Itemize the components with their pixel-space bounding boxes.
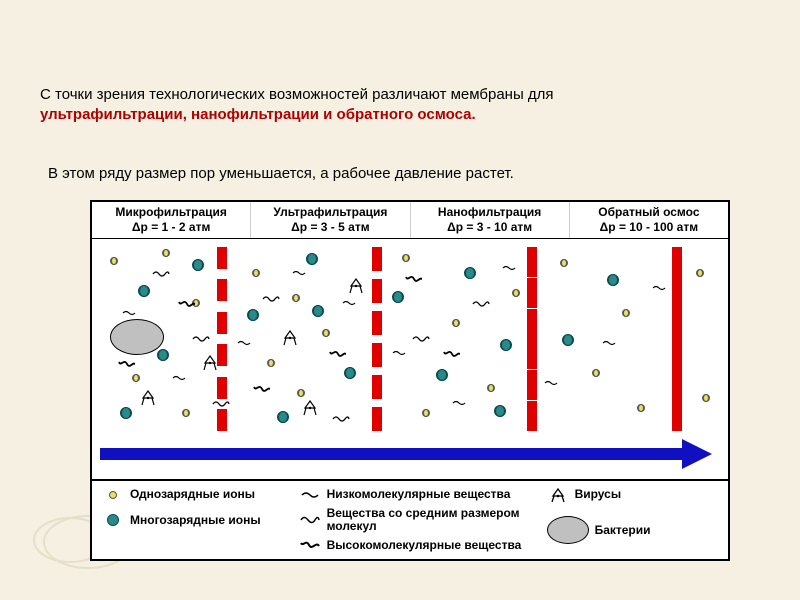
med-particle	[152, 269, 170, 279]
low-particle	[122, 309, 136, 317]
mono-particle	[622, 309, 630, 317]
bacteria-particle	[110, 319, 164, 355]
intro-line3: В этом ряду размер пор уменьшается, а ра…	[48, 165, 760, 182]
mono-particle	[452, 319, 460, 327]
flow-arrow	[100, 445, 712, 463]
mono-particle	[487, 384, 495, 392]
multi-particle	[312, 305, 324, 317]
mono-particle	[512, 289, 520, 297]
membrane-diagram: МикрофильтрацияΔp = 1 - 2 атмУльтрафильт…	[90, 200, 730, 561]
intro-line2: ультрафильтрации, нанофильтрации и обрат…	[40, 106, 476, 123]
med-particle	[192, 334, 210, 344]
low-particle	[544, 379, 558, 387]
mono-particle	[422, 409, 430, 417]
multi-particle	[277, 411, 289, 423]
multi-particle	[344, 367, 356, 379]
multi-particle	[607, 274, 619, 286]
low-particle	[502, 264, 516, 272]
multi-particle	[192, 259, 204, 271]
multi-particle	[157, 349, 169, 361]
med-particle	[412, 334, 430, 344]
legend-virus: Вирусы	[547, 487, 718, 503]
high-particle	[252, 384, 270, 394]
mono-particle	[132, 374, 140, 382]
high-particle	[117, 359, 135, 369]
multi-particle	[392, 291, 404, 303]
multi-particle	[436, 369, 448, 381]
legend-low: Низкомолекулярные вещества	[299, 487, 539, 503]
legend-high: Высокомолекулярные вещества	[299, 537, 539, 553]
med-particle	[472, 299, 490, 309]
intro-text: С точки зрения технологических возможнос…	[40, 85, 760, 126]
virus-particle	[282, 329, 298, 347]
mono-particle	[182, 409, 190, 417]
legend-bact: Бактерии	[547, 516, 718, 544]
particle-stage	[92, 239, 728, 439]
multi-particle	[562, 334, 574, 346]
med-particle	[332, 414, 350, 424]
intro-line1: С точки зрения технологических возможнос…	[40, 86, 554, 103]
mono-particle	[696, 269, 704, 277]
virus-particle	[202, 354, 218, 372]
high-particle	[177, 299, 195, 309]
multi-particle	[464, 267, 476, 279]
filter-header: УльтрафильтрацияΔp = 3 - 5 атм	[251, 202, 410, 238]
filter-header: Обратный осмосΔp = 10 - 100 атм	[570, 202, 728, 238]
mono-particle	[322, 329, 330, 337]
low-particle	[172, 374, 186, 382]
multi-particle	[138, 285, 150, 297]
mono-particle	[252, 269, 260, 277]
virus-particle	[302, 399, 318, 417]
low-particle	[342, 299, 356, 307]
high-particle	[328, 349, 346, 359]
virus-particle	[140, 389, 156, 407]
mono-particle	[267, 359, 275, 367]
legend-med: Вещества со средним размером молекул	[299, 507, 539, 533]
membrane-barrier	[372, 247, 382, 431]
multi-particle	[494, 405, 506, 417]
mono-particle	[402, 254, 410, 262]
mono-particle	[637, 404, 645, 412]
multi-particle	[120, 407, 132, 419]
low-particle	[602, 339, 616, 347]
med-particle	[212, 399, 230, 409]
low-particle	[652, 284, 666, 292]
flow-arrow-area	[92, 439, 728, 479]
low-particle	[452, 399, 466, 407]
legend-multi: Многозарядные ионы	[102, 512, 291, 528]
mono-particle	[560, 259, 568, 267]
mono-particle	[702, 394, 710, 402]
mono-particle	[162, 249, 170, 257]
membrane-barrier	[527, 247, 537, 431]
mono-particle	[292, 294, 300, 302]
legend: Однозарядные ионы Низкомолекулярные веще…	[92, 479, 728, 559]
filter-headers: МикрофильтрацияΔp = 1 - 2 атмУльтрафильт…	[92, 202, 728, 239]
med-particle	[262, 294, 280, 304]
mono-particle	[110, 257, 118, 265]
legend-mono: Однозарядные ионы	[102, 487, 291, 503]
mono-particle	[592, 369, 600, 377]
filter-header: НанофильтрацияΔp = 3 - 10 атм	[411, 202, 570, 238]
high-particle	[404, 274, 422, 284]
multi-particle	[306, 253, 318, 265]
virus-particle	[348, 277, 364, 295]
high-particle	[442, 349, 460, 359]
low-particle	[292, 269, 306, 277]
multi-particle	[500, 339, 512, 351]
low-particle	[392, 349, 406, 357]
mono-particle	[297, 389, 305, 397]
low-particle	[237, 339, 251, 347]
multi-particle	[247, 309, 259, 321]
filter-header: МикрофильтрацияΔp = 1 - 2 атм	[92, 202, 251, 238]
membrane-barrier	[672, 247, 682, 431]
